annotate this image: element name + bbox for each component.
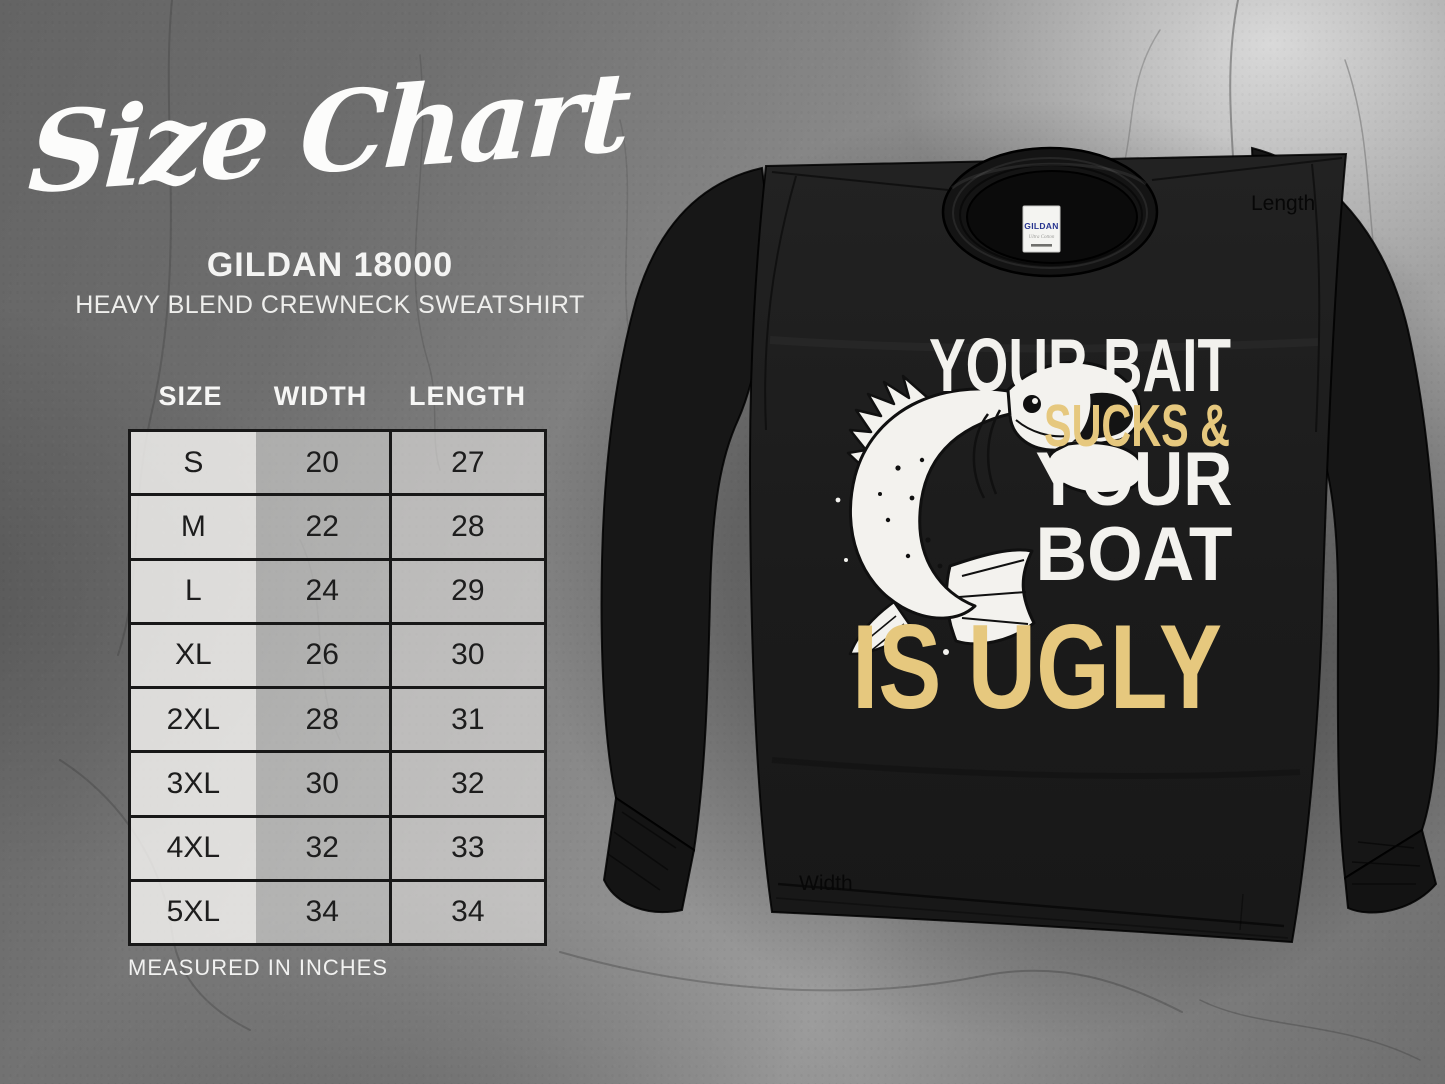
size-table: S 20 27 M 22 28 L 24 29 XL 26 30 2XL 28 <box>128 429 547 946</box>
width-cell: 28 <box>255 689 389 751</box>
chest-print: YOUR BAIT SUCKS & YOUR BOAT IS UGLY <box>852 323 1233 734</box>
right-cuff <box>1343 828 1438 914</box>
measured-in-inches-note: MEASURED IN INCHES <box>128 955 389 980</box>
table-header-row: SIZE WIDTH LENGTH <box>128 381 547 412</box>
product-code: GILDAN 18000 <box>206 246 454 284</box>
width-cell: 26 <box>255 624 389 686</box>
table-row: M 22 28 <box>131 493 544 558</box>
width-cell: 34 <box>255 881 389 943</box>
size-cell: L <box>131 560 256 622</box>
table-row: 2XL 28 31 <box>131 686 544 751</box>
width-cell: 24 <box>255 560 389 622</box>
size-cell: 3XL <box>131 753 256 815</box>
table-row: 4XL 32 33 <box>131 814 544 879</box>
column-header-length: LENGTH <box>409 381 526 411</box>
product-name: HEAVY BLEND CREWNECK SWEATSHIRT <box>75 291 585 319</box>
table-row: 5XL 34 34 <box>131 878 544 943</box>
print-line-3: YOUR <box>1036 437 1233 522</box>
size-cell: XL <box>131 624 256 686</box>
tag-brand-text: GILDAN <box>1024 221 1058 231</box>
column-header-width: WIDTH <box>273 381 368 411</box>
length-annotation: Length <box>1251 192 1316 215</box>
length-cell: 28 <box>388 496 544 558</box>
left-sleeve <box>600 166 774 914</box>
left-cuff <box>602 796 696 914</box>
column-header-size: SIZE <box>158 381 223 411</box>
width-cell: 20 <box>255 432 389 494</box>
width-cell: 30 <box>255 753 389 815</box>
tag-sub-text: Ultra Cotton <box>1029 235 1055 240</box>
width-cell: 22 <box>255 496 389 558</box>
print-line-5: IS UGLY <box>852 600 1222 734</box>
size-cell: S <box>131 432 256 494</box>
size-cell: M <box>131 496 256 558</box>
length-cell: 31 <box>388 689 544 751</box>
length-cell: 32 <box>388 753 544 815</box>
length-cell: 34 <box>388 881 544 943</box>
table-row: XL 26 30 <box>131 621 544 686</box>
table-row: 3XL 30 32 <box>131 750 544 815</box>
length-cell: 27 <box>388 432 544 494</box>
size-cell: 4XL <box>131 817 256 879</box>
table-row: L 24 29 <box>131 557 544 622</box>
table-row: S 20 27 <box>131 432 544 494</box>
print-line-1: YOUR BAIT <box>929 323 1231 407</box>
print-line-2: SUCKS & <box>1044 393 1230 459</box>
shirt-body <box>748 152 1348 944</box>
width-cell: 32 <box>255 817 389 879</box>
bass-fish-illustration <box>835 360 1145 656</box>
length-cell: 33 <box>388 817 544 879</box>
length-cell: 30 <box>388 624 544 686</box>
print-line-4: BOAT <box>1036 512 1233 597</box>
neck-tag: GILDAN Ultra Cotton <box>1022 205 1061 253</box>
length-cell: 29 <box>388 560 544 622</box>
width-annotation: Width <box>799 872 853 895</box>
size-cell: 5XL <box>131 881 256 943</box>
size-cell: 2XL <box>131 689 256 751</box>
